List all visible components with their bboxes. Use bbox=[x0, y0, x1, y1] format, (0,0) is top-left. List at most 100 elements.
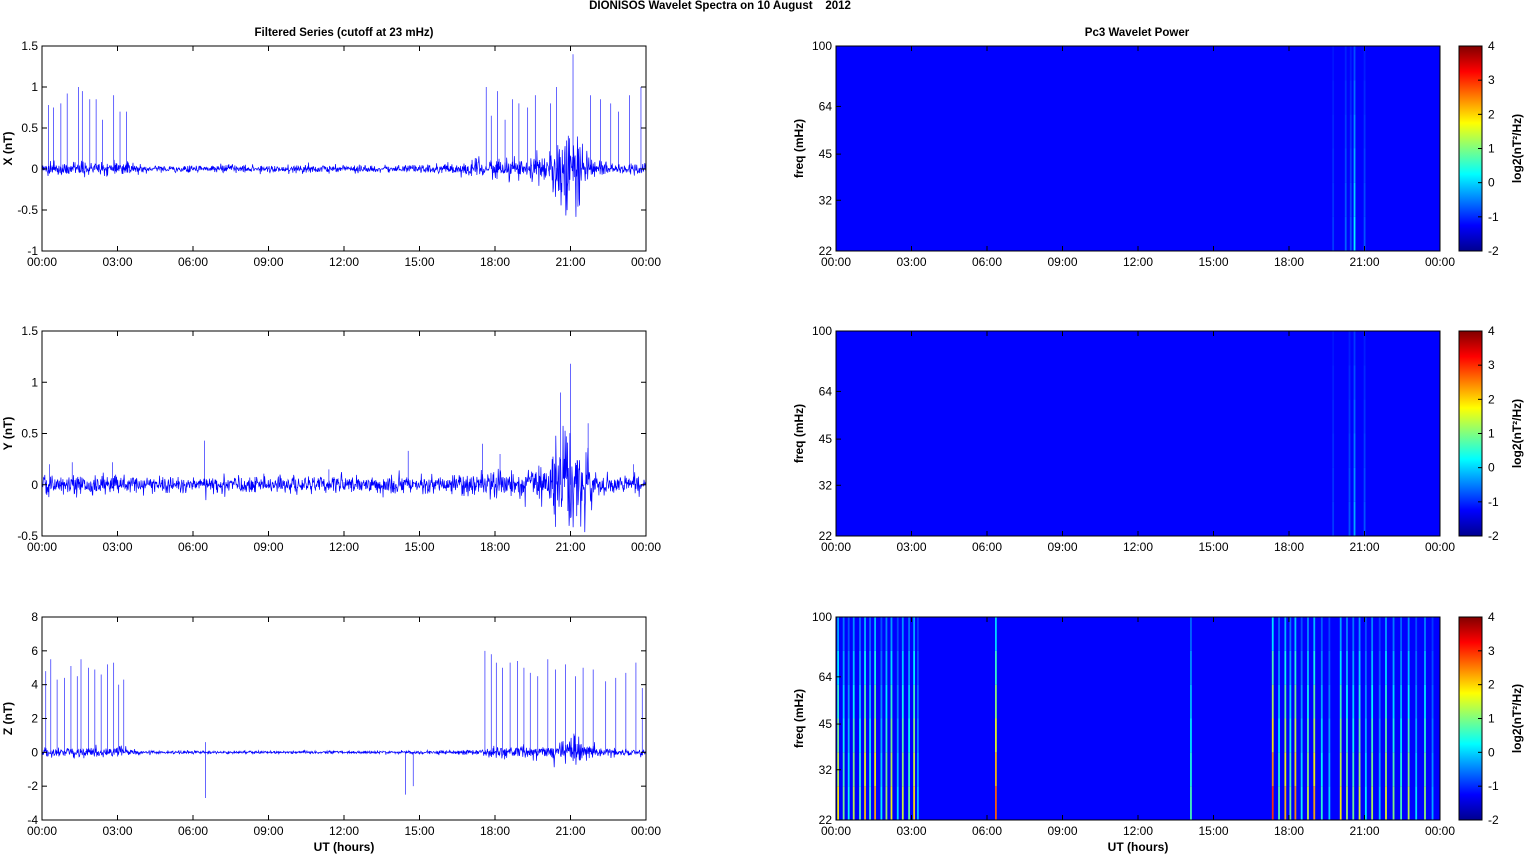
power-streak bbox=[1344, 46, 1347, 81]
power-streak bbox=[1307, 752, 1309, 787]
power-streak bbox=[874, 650, 877, 685]
power-streak bbox=[1352, 752, 1355, 787]
power-streak bbox=[1363, 80, 1366, 115]
power-streak bbox=[908, 617, 910, 651]
power-streak bbox=[1352, 786, 1355, 820]
power-streak bbox=[1378, 650, 1381, 685]
x-tick-label: 15:00 bbox=[404, 824, 434, 838]
power-streak bbox=[1294, 752, 1297, 787]
power-streak bbox=[1415, 786, 1418, 820]
series-group bbox=[41, 650, 647, 799]
y-tick-label: 64 bbox=[819, 384, 833, 398]
power-streak bbox=[1352, 650, 1355, 685]
x-tick-label: 18:00 bbox=[1274, 255, 1304, 269]
power-streak bbox=[1364, 752, 1367, 787]
power-streak bbox=[913, 617, 916, 651]
power-streak bbox=[916, 718, 919, 753]
power-streak bbox=[916, 786, 919, 820]
y-tick-label: -2 bbox=[27, 779, 38, 793]
power-streak bbox=[1400, 617, 1402, 651]
power-streak bbox=[890, 650, 893, 685]
power-streak bbox=[1378, 786, 1381, 820]
power-streak bbox=[859, 617, 861, 651]
power-streak bbox=[1278, 786, 1280, 820]
y-tick-label: 100 bbox=[812, 610, 832, 624]
colorbar-tick-label: -1 bbox=[1488, 210, 1499, 224]
power-streak bbox=[890, 752, 893, 787]
power-streak bbox=[1424, 684, 1426, 719]
colorbar-tick-label: 3 bbox=[1488, 73, 1495, 87]
x-tick-label: 00:00 bbox=[821, 255, 851, 269]
power-streak bbox=[1424, 617, 1426, 651]
x-tick-label: 03:00 bbox=[102, 824, 132, 838]
power-streak bbox=[847, 718, 850, 753]
power-streak bbox=[842, 718, 845, 753]
power-streak bbox=[869, 650, 871, 685]
power-streak bbox=[1278, 617, 1280, 651]
power-streak bbox=[1353, 433, 1356, 468]
power-streak bbox=[1346, 786, 1348, 820]
power-streak bbox=[1371, 752, 1374, 787]
power-streak bbox=[913, 650, 916, 685]
power-streak bbox=[1271, 786, 1274, 820]
power-streak bbox=[885, 650, 888, 685]
power-streak bbox=[1363, 216, 1366, 251]
power-streak bbox=[1320, 650, 1323, 685]
colorbar-tick-label: 3 bbox=[1488, 644, 1495, 658]
x-tick-label: 12:00 bbox=[1123, 255, 1153, 269]
power-streak bbox=[896, 752, 899, 787]
power-streak bbox=[1358, 752, 1361, 787]
x-tick-label: 06:00 bbox=[972, 824, 1002, 838]
power-streak bbox=[1364, 650, 1367, 685]
left-column-title: Filtered Series (cutoff at 23 mHz) bbox=[255, 27, 434, 39]
colorbar-tick-label: 4 bbox=[1488, 39, 1495, 53]
power-streak bbox=[1307, 650, 1309, 685]
power-streak bbox=[869, 617, 871, 651]
x-tick-label: 09:00 bbox=[253, 824, 283, 838]
power-streak bbox=[1346, 650, 1348, 685]
power-streak bbox=[880, 718, 883, 753]
colorbar-tick-label: 2 bbox=[1488, 392, 1495, 406]
power-streak bbox=[896, 786, 899, 820]
y-axis-label: Z (nT) bbox=[1, 702, 15, 735]
power-streak bbox=[837, 718, 840, 753]
power-streak bbox=[1339, 650, 1342, 685]
power-streak bbox=[1363, 399, 1366, 434]
x-tick-label: 18:00 bbox=[1274, 824, 1304, 838]
plot-area bbox=[42, 331, 646, 536]
power-streak bbox=[1332, 501, 1335, 536]
x-tick-label: 12:00 bbox=[1123, 540, 1153, 554]
power-streak bbox=[1415, 752, 1418, 787]
power-streak bbox=[901, 752, 904, 787]
power-streak bbox=[1294, 617, 1297, 651]
power-streak bbox=[1284, 752, 1287, 787]
power-streak bbox=[1392, 617, 1395, 651]
power-streak bbox=[908, 650, 910, 685]
x-tick-label: 00:00 bbox=[821, 540, 851, 554]
power-streak bbox=[1332, 80, 1335, 115]
power-streak bbox=[1378, 684, 1381, 719]
power-streak bbox=[842, 684, 845, 719]
x-tick-label: 00:00 bbox=[27, 540, 57, 554]
power-streak bbox=[859, 786, 861, 820]
line-panel: -1 -0.5 0 0.5 1 1.5 00:00 03:00 06:00 09:00 12:00 1… bbox=[1, 39, 661, 269]
power-streak bbox=[995, 752, 997, 787]
power-streak bbox=[880, 752, 883, 787]
power-streak bbox=[880, 650, 883, 685]
y-tick-label: 1 bbox=[31, 375, 38, 389]
power-streak bbox=[896, 718, 899, 753]
power-streak bbox=[1424, 650, 1426, 685]
power-streak bbox=[1392, 752, 1395, 787]
power-streak bbox=[842, 786, 845, 820]
power-streak bbox=[1363, 501, 1366, 536]
power-streak bbox=[1190, 752, 1192, 787]
y-tick-label: 64 bbox=[819, 99, 833, 113]
power-streak bbox=[1289, 752, 1292, 787]
power-streak bbox=[1278, 650, 1280, 685]
signal-trace bbox=[41, 733, 647, 768]
power-streak bbox=[1358, 617, 1361, 651]
power-streak bbox=[1328, 684, 1331, 719]
power-streak bbox=[1431, 650, 1434, 685]
